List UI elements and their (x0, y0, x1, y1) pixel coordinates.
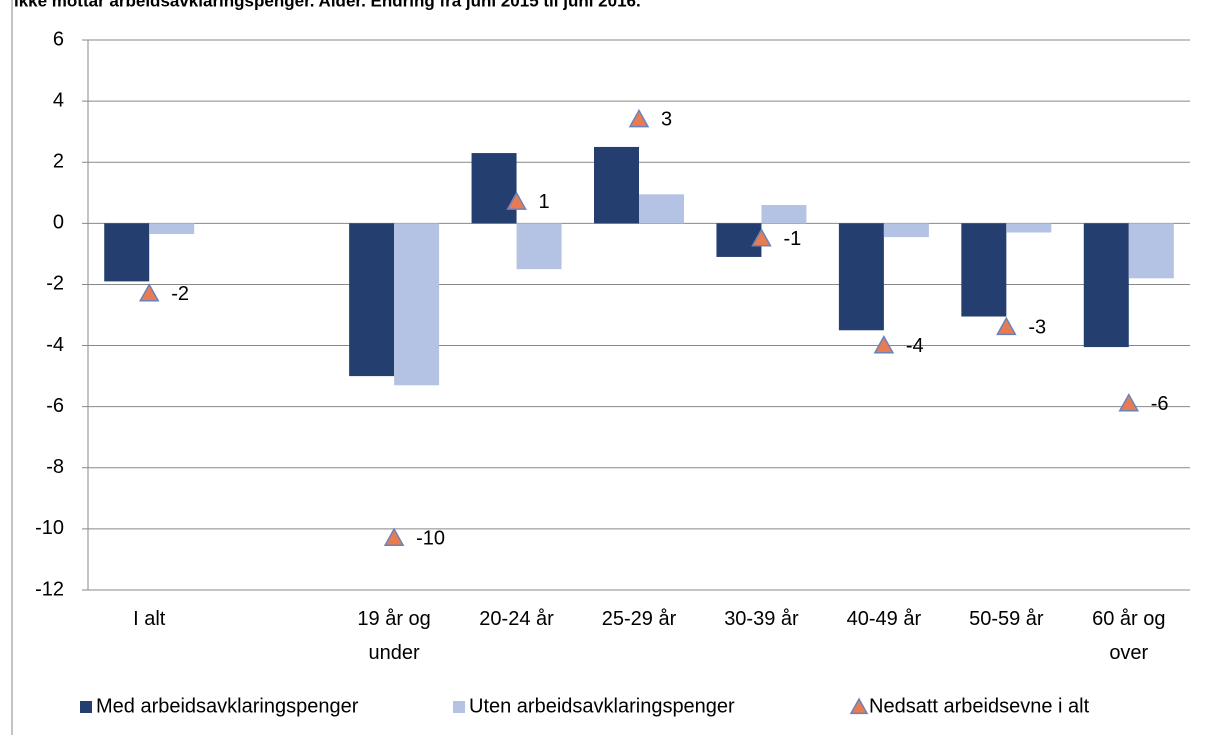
bar (1006, 223, 1052, 233)
x-tick-label: 60 år og over (1092, 608, 1165, 664)
x-tick-label: 30-39 år (724, 608, 799, 630)
bar (104, 223, 150, 282)
data-label: -3 (1028, 317, 1046, 339)
bar (471, 153, 517, 224)
y-tick-label: -6 (46, 395, 64, 417)
legend-label: Med arbeidsavklaringspenger (96, 695, 359, 717)
bar (394, 223, 440, 386)
bar (883, 223, 929, 238)
bar (716, 223, 762, 257)
x-tick-label: 50-59 år (969, 608, 1044, 630)
data-label: -10 (416, 527, 445, 549)
y-tick-label: -12 (35, 578, 64, 600)
bar (639, 194, 684, 224)
bar (838, 223, 884, 331)
marker (506, 191, 527, 210)
frame (11, 0, 13, 735)
bar (1083, 223, 1129, 348)
bar (961, 223, 1007, 317)
marker (873, 335, 895, 354)
data-label: -6 (1151, 393, 1169, 415)
y-tick-label: -10 (35, 517, 64, 539)
data-label: 3 (661, 109, 672, 131)
legend-marker (80, 701, 92, 713)
chart-title: ikke mottar arbeidsavklaringspenger. Ald… (14, 0, 641, 10)
bar (149, 223, 195, 235)
marker (996, 316, 1017, 336)
marker (383, 527, 405, 547)
data-label: 1 (539, 191, 550, 213)
marker (138, 283, 160, 302)
x-tick-label: 25-29 år (602, 608, 677, 630)
marker (1118, 393, 1140, 412)
marker (751, 228, 772, 247)
marker (628, 108, 650, 128)
legend-label: Uten arbeidsavklaringspenger (469, 695, 735, 717)
legend-label: Nedsatt arbeidsevne i alt (869, 695, 1090, 717)
bar (349, 223, 395, 377)
data-label: -2 (171, 283, 189, 305)
x-tick-label: 19 år og under (357, 608, 430, 664)
bar (761, 205, 807, 224)
x-tick-label: 20-24 år (479, 608, 554, 630)
x-tick-label: 40-49 år (847, 608, 922, 630)
legend-marker (849, 697, 869, 715)
bar (1128, 223, 1174, 279)
bar (594, 146, 639, 224)
data-label: -1 (783, 228, 801, 250)
y-tick-label: -8 (46, 456, 64, 478)
y-tick-label: 6 (53, 28, 64, 50)
data-label: -4 (906, 335, 924, 357)
y-tick-label: -2 (46, 273, 64, 295)
y-tick-label: -4 (46, 334, 64, 356)
y-tick-label: 0 (53, 212, 64, 234)
y-tick-label: 2 (53, 151, 64, 173)
y-tick-label: 4 (53, 89, 64, 111)
x-tick-label: I alt (133, 608, 166, 630)
bar (516, 223, 562, 270)
legend-marker (453, 701, 465, 713)
